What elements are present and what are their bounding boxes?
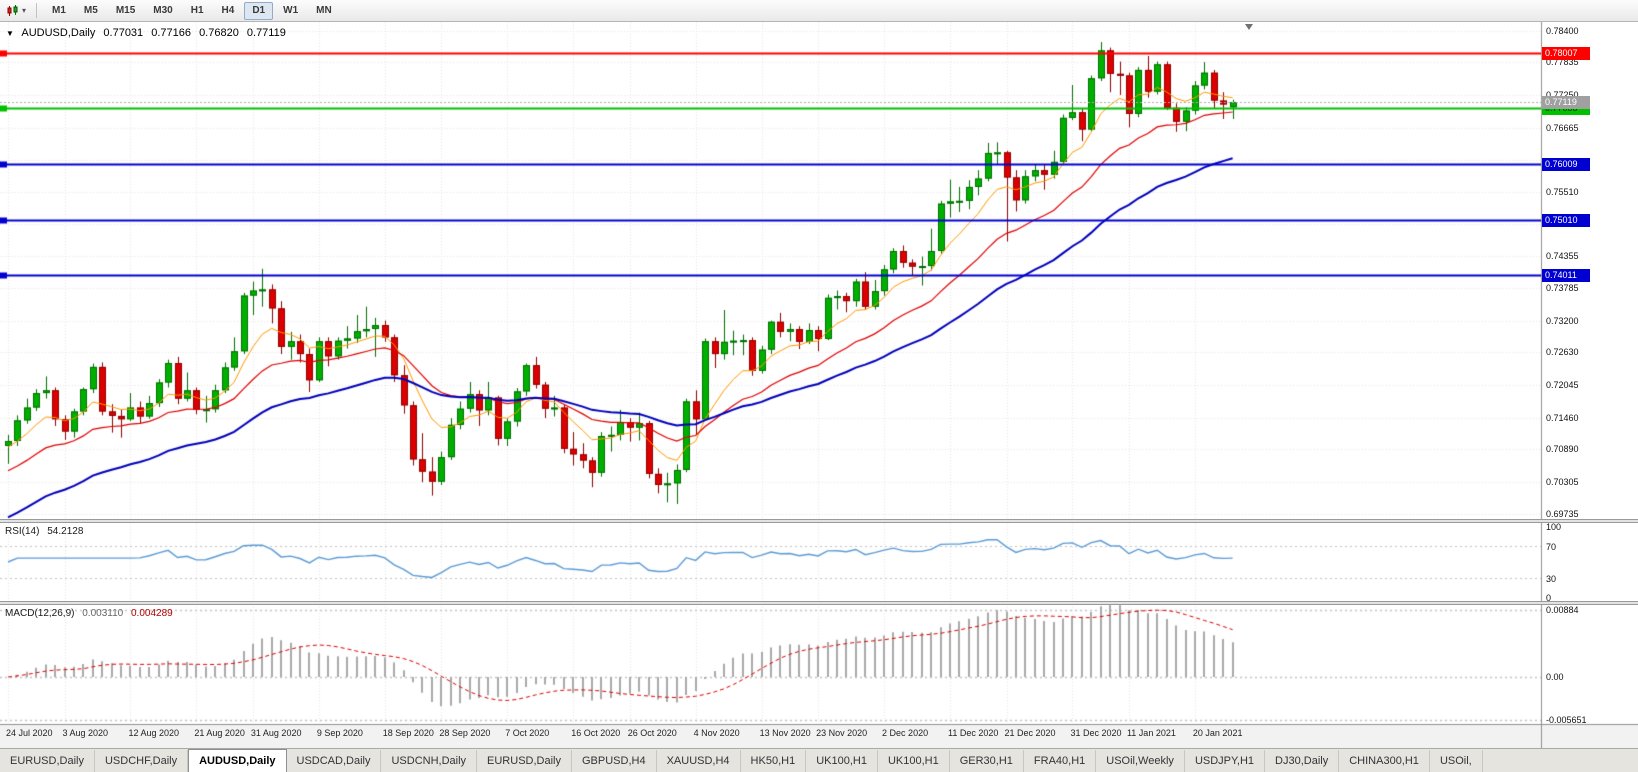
- rsi-axis-label: 30: [1546, 573, 1557, 584]
- chart-tab-usdcad-daily[interactable]: USDCAD,Daily: [287, 750, 382, 772]
- chart-tab-bar: EURUSD,Daily USDCHF,Daily AUDUSD,Daily USDC…: [0, 748, 1638, 772]
- chart-tab-eurusd-daily[interactable]: EURUSD,Daily: [0, 750, 95, 772]
- macd-name: MACD(12,26,9): [5, 608, 75, 619]
- hline-price-badge: 0.76009: [1542, 158, 1590, 172]
- rsi-value: 54.2128: [47, 526, 84, 537]
- chart-tab-usoil-weekly[interactable]: USOil,Weekly: [1096, 750, 1185, 772]
- macd-indicator-label: MACD(12,26,9) 0.003110 0.004289: [5, 608, 178, 619]
- bid-price-badge: 0.77119: [1542, 96, 1590, 110]
- timeframe-button-mn[interactable]: MN: [316, 4, 332, 16]
- date-axis-label: 24 Jul 2020: [6, 728, 53, 738]
- chart-tab-usdchf-daily[interactable]: USDCHF,Daily: [95, 750, 189, 772]
- chart-shift-marker[interactable]: [1244, 24, 1253, 30]
- date-axis-label: 23 Nov 2020: [816, 728, 868, 738]
- chart-tab-usdcnh-daily[interactable]: USDCNH,Daily: [381, 750, 478, 772]
- date-axis-label: 20 Jan 2021: [1192, 728, 1243, 738]
- price-axis-label: 0.72045: [1546, 379, 1579, 390]
- timeframe-button-h4[interactable]: H4: [221, 4, 235, 16]
- toolbar: ▾ M1 M5 M15 M30 H1 H4 D1 W1 MN: [0, 0, 1638, 22]
- chart-tab-uk100-h1[interactable]: UK100,H1: [806, 750, 878, 772]
- date-axis-label: 4 Nov 2020: [693, 728, 740, 738]
- chart-tab-gbpusd-h4[interactable]: GBPUSD,H4: [572, 750, 657, 772]
- macd-axis-label: 0.00884: [1546, 605, 1579, 615]
- ohlc-high: 0.77166: [151, 27, 191, 39]
- date-axis-label: 21 Dec 2020: [1004, 728, 1056, 738]
- macd-signal-value: 0.004289: [131, 608, 173, 619]
- date-axis-label: 31 Dec 2020: [1070, 728, 1122, 738]
- chart-canvas[interactable]: [0, 22, 1638, 748]
- chart-tab-usdjpy-h1[interactable]: USDJPY,H1: [1185, 750, 1266, 772]
- price-axis-label: 0.77835: [1546, 57, 1579, 68]
- date-axis-label: 2 Dec 2020: [882, 728, 929, 738]
- hline-price-badge: 0.78007: [1542, 46, 1590, 60]
- chart-tab-hk50-h1[interactable]: HK50,H1: [741, 750, 807, 772]
- hline-price-badge: 0.75010: [1542, 213, 1590, 227]
- macd-main-value: 0.003110: [82, 608, 124, 619]
- chart-candles-icon[interactable]: [4, 3, 22, 19]
- price-axis-label: 0.72630: [1546, 347, 1579, 358]
- rsi-indicator-label: RSI(14) 54.2128: [5, 526, 88, 537]
- price-axis-label: 0.71460: [1546, 412, 1579, 423]
- ohlc-close: 0.77119: [246, 27, 286, 39]
- macd-axis-label: 0.00: [1546, 672, 1564, 682]
- rsi-axis-label: 70: [1546, 542, 1557, 553]
- symbol-ohlc-header: ▼ AUDUSD,Daily 0.77031 0.77166 0.76820 0…: [6, 27, 291, 39]
- rsi-name: RSI(14): [5, 526, 40, 537]
- pane-splitter-macd[interactable]: [0, 601, 1638, 605]
- timeframe-button-m1[interactable]: M1: [52, 4, 66, 16]
- ohlc-low: 0.76820: [199, 27, 239, 39]
- date-axis-label: 11 Dec 2020: [948, 728, 999, 738]
- date-axis-label: 13 Nov 2020: [759, 728, 811, 738]
- chart-tab-audusd-daily[interactable]: AUDUSD,Daily: [188, 749, 287, 772]
- chevron-down-icon[interactable]: ▾: [22, 6, 27, 15]
- date-axis-label: 7 Oct 2020: [505, 728, 550, 738]
- price-axis-label: 0.70890: [1546, 444, 1579, 455]
- price-axis-label: 0.78400: [1546, 25, 1579, 36]
- timeframe-button-group: M1 M5 M15 M30 H1 H4 D1 W1 MN: [43, 1, 341, 20]
- price-axis-label: 0.70305: [1546, 476, 1579, 487]
- chart-tab-ger30-h1[interactable]: GER30,H1: [950, 750, 1024, 772]
- price-axis-label: 0.69735: [1546, 508, 1579, 519]
- ohlc-open: 0.77031: [103, 27, 144, 39]
- date-axis-label: 3 Aug 2020: [62, 728, 109, 738]
- date-axis-label: 18 Sep 2020: [382, 728, 434, 738]
- date-axis-label: 11 Jan 2021: [1126, 728, 1176, 738]
- date-axis-label: 28 Sep 2020: [439, 728, 491, 738]
- price-axis-label: 0.76665: [1546, 122, 1579, 133]
- timeframe-button-m30[interactable]: M30: [153, 4, 173, 16]
- chart-tab-fra40-h1[interactable]: FRA40,H1: [1024, 750, 1097, 772]
- date-axis-label: 26 Oct 2020: [627, 728, 677, 738]
- price-axis-label: 0.75510: [1546, 186, 1579, 197]
- chart-tab-dj30-daily[interactable]: DJ30,Daily: [1265, 750, 1340, 772]
- macd-axis-label: -0.005651: [1546, 714, 1587, 725]
- price-axis-label: 0.73200: [1546, 315, 1579, 326]
- date-axis-label: 16 Oct 2020: [571, 728, 621, 738]
- chart-tab-usoil[interactable]: USOil,: [1430, 750, 1483, 772]
- price-axis-label: 0.77250: [1546, 89, 1579, 100]
- chart-tab-xauusd-h4[interactable]: XAUUSD,H4: [657, 750, 741, 772]
- symbol-label: AUDUSD,Daily: [21, 27, 96, 39]
- timeframe-button-m5[interactable]: M5: [83, 4, 98, 16]
- date-axis-label: 9 Sep 2020: [316, 728, 363, 738]
- collapse-arrow-icon[interactable]: ▼: [6, 29, 14, 38]
- timeframe-button-h1[interactable]: H1: [190, 4, 204, 16]
- date-axis-label: 12 Aug 2020: [128, 728, 180, 738]
- chart-tab-eurusd-daily[interactable]: EURUSD,Daily: [477, 750, 572, 772]
- chart-tab-china300-h1[interactable]: CHINA300,H1: [1339, 750, 1430, 772]
- timeframe-button-m15[interactable]: M15: [115, 4, 136, 16]
- timeframe-button-d1[interactable]: D1: [244, 1, 274, 20]
- timeframe-button-w1[interactable]: W1: [283, 4, 299, 16]
- date-axis-label: 31 Aug 2020: [250, 728, 302, 738]
- chart-tab-uk100-h1[interactable]: UK100,H1: [878, 750, 950, 772]
- toolbar-separator: [36, 3, 38, 18]
- price-axis-label: 0.74355: [1546, 251, 1579, 262]
- date-axis-label: 21 Aug 2020: [194, 728, 245, 738]
- price-axis-label: 0.73785: [1546, 283, 1579, 294]
- rsi-axis-label: 0: [1546, 593, 1552, 603]
- hline-price-badge: 0.74011: [1542, 269, 1590, 283]
- pane-splitter-rsi[interactable]: [0, 519, 1638, 523]
- rsi-axis-label: 100: [1546, 522, 1562, 532]
- chart-region: ▼ AUDUSD,Daily 0.77031 0.77166 0.76820 0…: [0, 22, 1638, 748]
